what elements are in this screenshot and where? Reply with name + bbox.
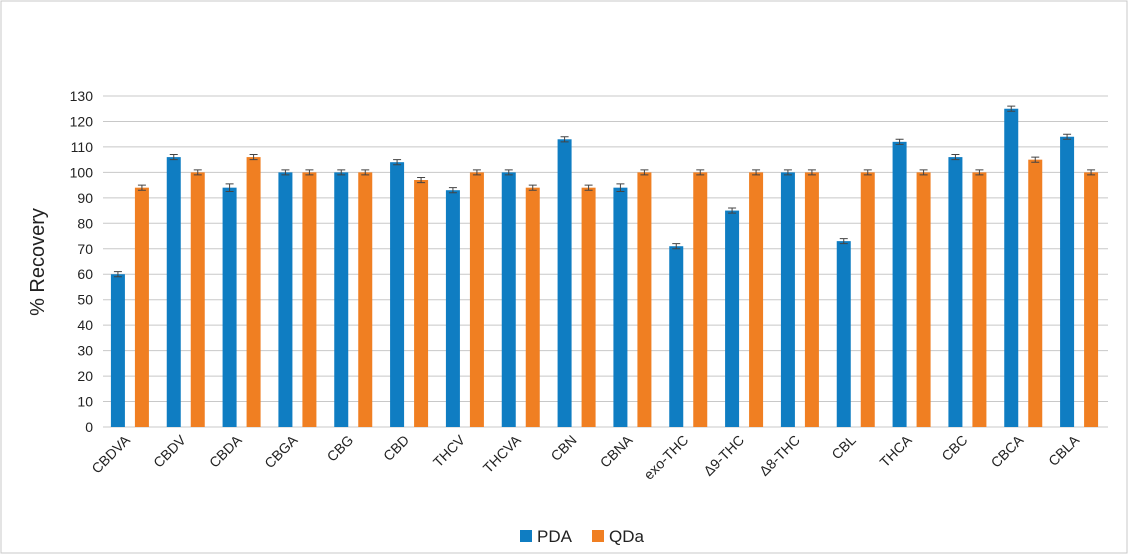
bar bbox=[613, 187, 628, 427]
error-bar bbox=[249, 154, 258, 161]
bar bbox=[414, 180, 429, 427]
y-tick-label: 0 bbox=[85, 419, 93, 435]
bar bbox=[693, 172, 708, 427]
error-bar bbox=[472, 169, 481, 176]
error-bar bbox=[895, 138, 904, 145]
y-tick-label: 110 bbox=[71, 139, 94, 155]
bar bbox=[669, 246, 684, 427]
error-bar bbox=[1063, 133, 1072, 140]
error-bar bbox=[393, 159, 402, 166]
y-tick-label: 90 bbox=[77, 190, 93, 206]
error-bar bbox=[137, 184, 146, 191]
legend-label: QDa bbox=[609, 527, 645, 546]
bar bbox=[557, 139, 572, 428]
error-bar bbox=[672, 243, 681, 250]
error-bar bbox=[696, 169, 705, 176]
error-bar bbox=[528, 184, 537, 191]
error-bar bbox=[919, 169, 928, 176]
error-bar bbox=[169, 154, 178, 161]
legend-swatch bbox=[520, 530, 532, 542]
error-bar bbox=[417, 176, 426, 184]
error-bar bbox=[113, 271, 122, 278]
legend-swatch bbox=[592, 530, 604, 542]
y-tick-label: 70 bbox=[77, 241, 93, 257]
error-bar bbox=[752, 169, 761, 176]
error-bar bbox=[560, 136, 569, 143]
y-tick-label: 50 bbox=[77, 292, 93, 308]
y-tick-label: 10 bbox=[77, 394, 93, 410]
error-bar bbox=[225, 183, 234, 192]
bar bbox=[302, 172, 317, 427]
bar bbox=[110, 274, 125, 427]
bar bbox=[445, 190, 460, 427]
error-bar bbox=[728, 207, 737, 214]
y-tick-label: 80 bbox=[77, 215, 93, 231]
bar bbox=[725, 210, 740, 427]
bar bbox=[134, 187, 149, 427]
error-bar bbox=[863, 169, 872, 176]
bar bbox=[836, 241, 851, 427]
bar bbox=[358, 172, 373, 427]
error-bar bbox=[783, 169, 792, 176]
error-bar bbox=[281, 169, 290, 176]
error-bar bbox=[584, 184, 593, 191]
error-bar bbox=[337, 169, 346, 176]
error-bar bbox=[1007, 105, 1016, 112]
y-tick-label: 130 bbox=[70, 88, 94, 104]
bar bbox=[246, 157, 261, 427]
error-bar bbox=[1087, 169, 1096, 176]
bar bbox=[166, 157, 181, 427]
error-bar bbox=[504, 169, 513, 176]
bar bbox=[948, 157, 963, 427]
bar bbox=[469, 172, 484, 427]
y-axis-label: % Recovery bbox=[27, 208, 49, 316]
error-bar bbox=[448, 187, 457, 194]
bar bbox=[916, 172, 931, 427]
error-bar bbox=[361, 169, 370, 176]
bar bbox=[525, 187, 540, 427]
bar bbox=[222, 187, 237, 427]
bar bbox=[278, 172, 293, 427]
bar bbox=[780, 172, 795, 427]
bar bbox=[1004, 108, 1019, 427]
error-bar bbox=[975, 169, 984, 176]
bar bbox=[972, 172, 987, 427]
y-tick-label: 20 bbox=[77, 368, 93, 384]
error-bar bbox=[640, 169, 649, 176]
bar bbox=[860, 172, 875, 427]
bar bbox=[892, 141, 907, 428]
y-tick-label: 60 bbox=[77, 266, 93, 282]
bar bbox=[804, 172, 819, 427]
bar bbox=[390, 162, 405, 427]
error-bar bbox=[951, 154, 960, 161]
error-bar bbox=[1031, 156, 1040, 163]
bar bbox=[334, 172, 349, 427]
y-tick-label: 30 bbox=[77, 343, 93, 359]
bar bbox=[637, 172, 652, 427]
bar bbox=[749, 172, 764, 427]
error-bar bbox=[616, 183, 625, 192]
bar bbox=[1084, 172, 1099, 427]
error-bar bbox=[807, 169, 816, 176]
bar bbox=[581, 187, 596, 427]
y-tick-label: 120 bbox=[70, 113, 94, 129]
bar bbox=[1028, 159, 1043, 427]
error-bar bbox=[839, 238, 848, 245]
legend-label: PDA bbox=[537, 527, 573, 546]
error-bar bbox=[193, 169, 202, 176]
error-bar bbox=[305, 169, 314, 176]
y-tick-label: 100 bbox=[70, 164, 94, 180]
bar bbox=[501, 172, 516, 427]
y-tick-label: 40 bbox=[77, 317, 93, 333]
bar bbox=[190, 172, 205, 427]
bar bbox=[1060, 136, 1075, 427]
